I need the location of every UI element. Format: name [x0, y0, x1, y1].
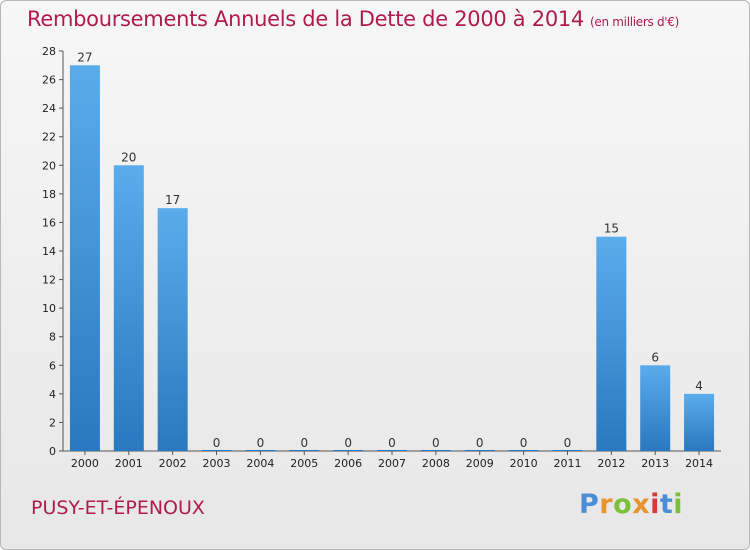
logo-letter: t	[659, 489, 674, 520]
bar	[157, 208, 188, 451]
logo-letter: i	[673, 489, 684, 520]
y-tick-label: 18	[42, 188, 56, 201]
x-tick-label: 2005	[290, 457, 318, 470]
data-label: 0	[300, 436, 308, 450]
data-label: 0	[564, 436, 572, 450]
data-label: 0	[432, 436, 440, 450]
x-tick-label: 2000	[71, 457, 99, 470]
y-tick-label: 8	[49, 331, 56, 344]
bar	[113, 165, 144, 452]
bar	[333, 450, 364, 451]
y-tick-label: 10	[42, 302, 56, 315]
x-tick-label: 2013	[641, 457, 669, 470]
x-tick-label: 2003	[203, 457, 231, 470]
x-tick-label: 2008	[422, 457, 450, 470]
bar	[596, 236, 627, 451]
bar	[684, 393, 715, 451]
x-tick-label: 2012	[597, 457, 625, 470]
bar	[552, 450, 583, 451]
data-label: 0	[520, 436, 528, 450]
data-label: 15	[604, 222, 619, 236]
place-name: PUSY-ET-ÉPENOUX	[31, 497, 205, 519]
data-label: 0	[476, 436, 484, 450]
y-tick-label: 14	[42, 245, 56, 258]
bar	[464, 450, 495, 451]
y-tick-label: 6	[49, 359, 56, 372]
y-tick-label: 28	[42, 45, 56, 58]
bar	[377, 450, 407, 451]
data-label: 0	[257, 436, 265, 450]
bar	[69, 65, 100, 452]
x-tick-label: 2004	[246, 457, 274, 470]
y-tick-label: 22	[42, 131, 56, 144]
x-tick-label: 2001	[115, 457, 143, 470]
bar	[201, 450, 232, 451]
data-label: 27	[77, 50, 92, 64]
unit-note: (en milliers d'€)	[590, 15, 680, 29]
logo-letter: P	[579, 489, 600, 520]
chart-title: Remboursements Annuels de la Dette de 20…	[27, 7, 679, 31]
data-label: 17	[165, 193, 180, 207]
data-label: 0	[388, 436, 396, 450]
y-tick-label: 4	[49, 388, 56, 401]
x-tick-label: 2010	[510, 457, 538, 470]
bar	[640, 365, 671, 451]
data-label: 0	[344, 436, 352, 450]
x-tick-label: 2009	[466, 457, 494, 470]
x-tick-label: 2014	[685, 457, 713, 470]
y-tick-label: 0	[49, 445, 56, 458]
logo-letter: o	[613, 489, 633, 520]
y-tick-label: 2	[49, 416, 56, 429]
bar	[289, 450, 320, 451]
chart-title-text: Remboursements Annuels de la Dette de 20…	[27, 7, 584, 31]
y-tick-label: 20	[42, 159, 56, 172]
y-tick-label: 24	[42, 102, 56, 115]
y-tick-label: 16	[42, 216, 56, 229]
logo-letter: i	[650, 489, 660, 520]
bar	[420, 450, 451, 451]
x-tick-label: 2002	[159, 457, 187, 470]
data-label: 6	[651, 350, 659, 364]
x-tick-label: 2011	[553, 457, 581, 470]
x-tick-label: 2006	[334, 457, 362, 470]
logo-letter: x	[632, 489, 651, 520]
data-label: 0	[213, 436, 221, 450]
y-tick-label: 12	[42, 274, 56, 287]
bar	[508, 450, 539, 451]
proxiti-logo: Proxiti	[579, 489, 683, 520]
bar	[245, 450, 276, 451]
data-label: 4	[695, 379, 703, 393]
data-label: 20	[121, 150, 136, 164]
y-tick-label: 26	[42, 74, 56, 87]
logo-letter: r	[599, 489, 614, 520]
x-tick-label: 2007	[378, 457, 406, 470]
